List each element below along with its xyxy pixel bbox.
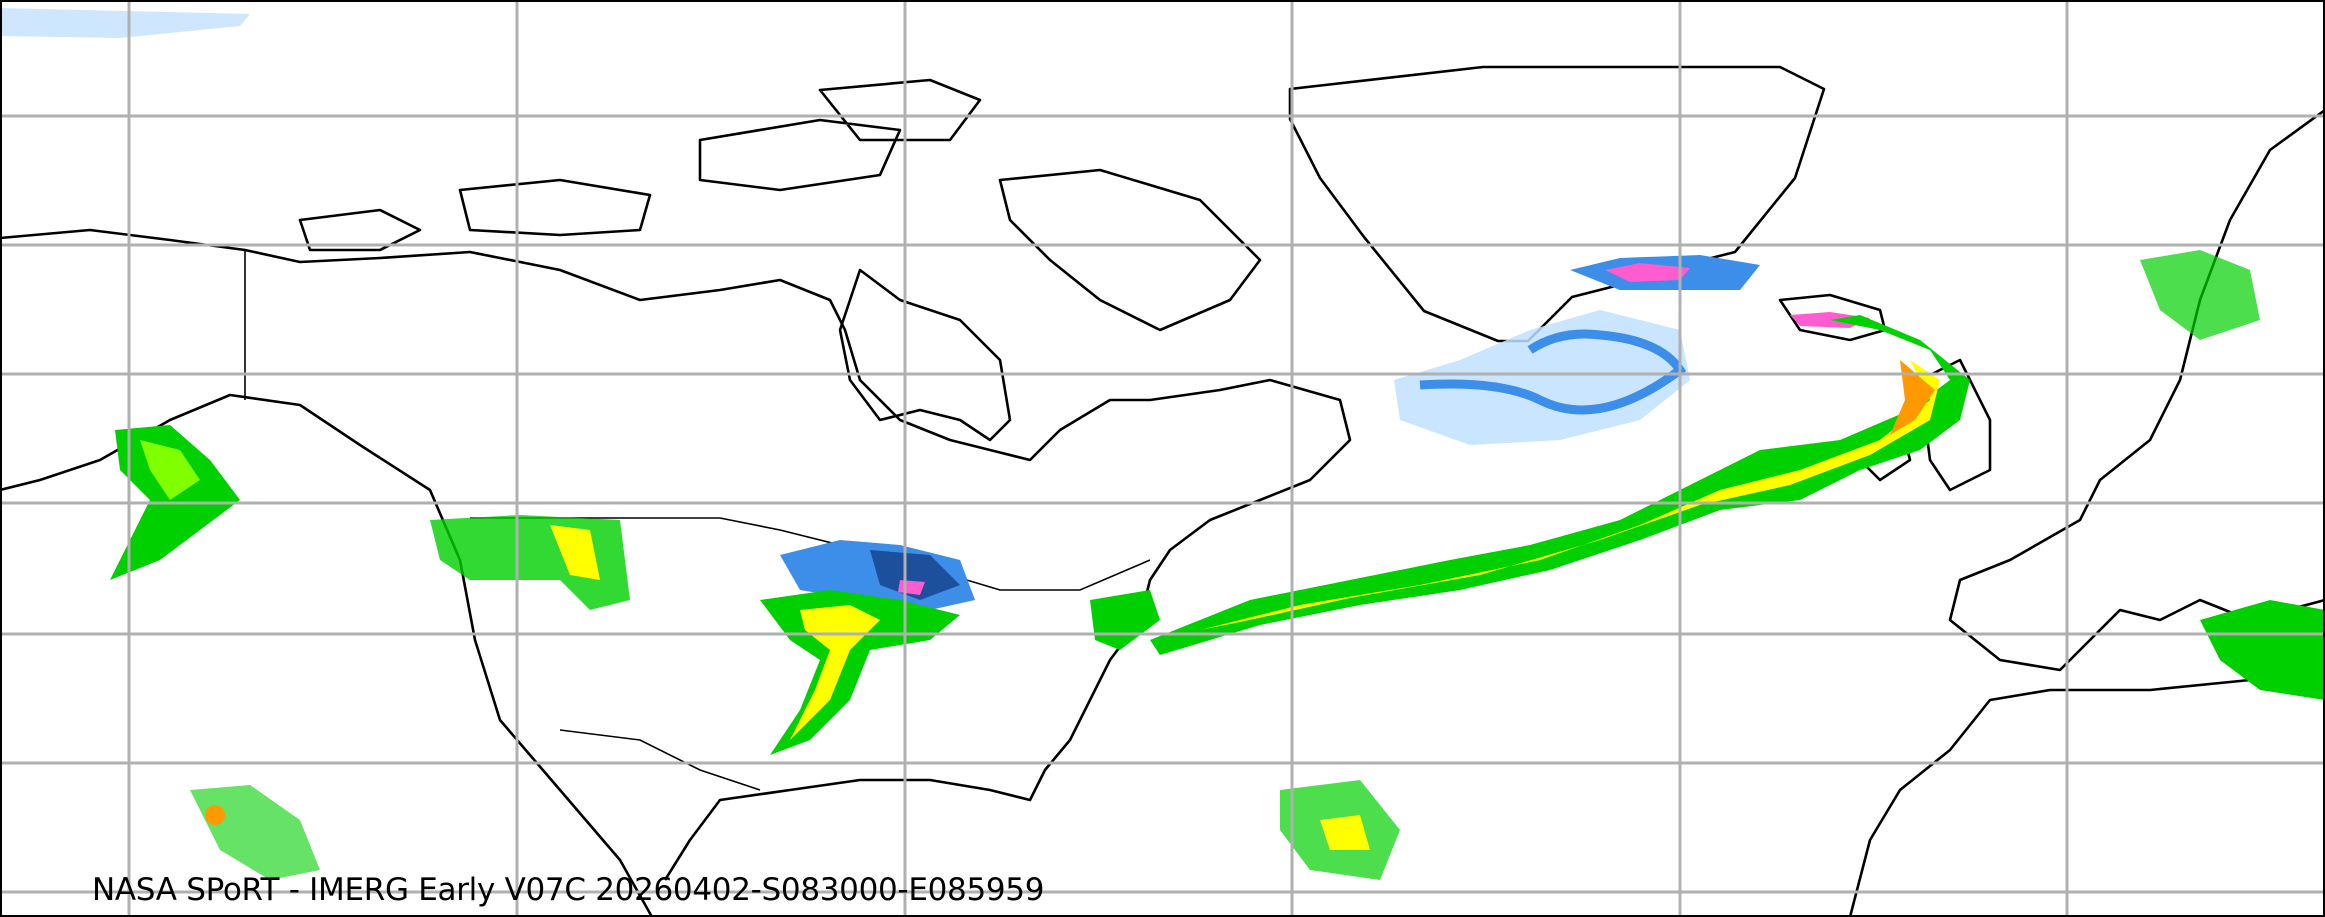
precip-snow-extreme-greenland xyxy=(1605,263,1690,282)
map-caption: NASA SPoRT - IMERG Early V07C 20260402-S… xyxy=(92,872,1045,908)
precip-ar-orange xyxy=(1890,360,1935,435)
coast-arctic-islands xyxy=(298,78,1262,332)
precip-northwest-core xyxy=(550,525,600,580)
precip-northeast xyxy=(1090,590,1160,650)
coastlines xyxy=(0,65,2325,917)
precip-alaska-core xyxy=(140,440,200,500)
coast-africa xyxy=(1848,678,2325,917)
coast-europe xyxy=(1948,108,2325,672)
coast-greenland xyxy=(1288,65,1826,343)
precip-snow-swirl-bands xyxy=(1419,329,1687,415)
precip-pacific xyxy=(190,785,320,880)
us-mexico-border xyxy=(559,729,761,791)
precip-europe xyxy=(2200,600,2325,700)
precip-scandinavia xyxy=(2140,250,2260,340)
coast-north-america xyxy=(0,228,1352,917)
precip-atmospheric-river xyxy=(1150,315,1970,655)
precip-midwest-core xyxy=(790,605,880,740)
precip-great-lakes-heavy xyxy=(870,550,960,600)
precip-caribbean-core xyxy=(1320,815,1370,850)
precip-pacific-core xyxy=(205,805,225,825)
coast-hudson-bay xyxy=(838,268,1012,442)
precip-northwest xyxy=(430,515,630,610)
precip-snow-greenland-swirl xyxy=(1394,310,1690,445)
precip-snow-arctic xyxy=(0,8,250,38)
precipitation-layer xyxy=(110,250,2325,880)
